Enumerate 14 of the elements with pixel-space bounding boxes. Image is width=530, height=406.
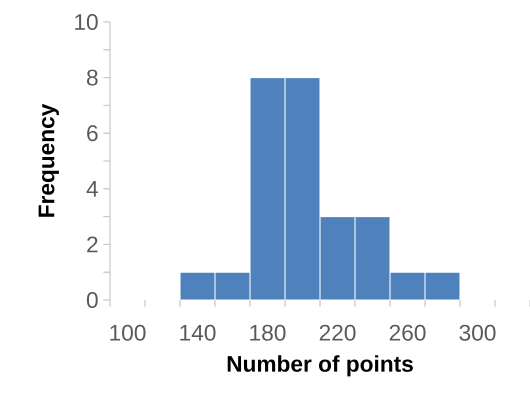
x-tick-label: 300 [459, 324, 496, 341]
y-tick-label: 0 [86, 292, 98, 308]
y-tick-label: 8 [87, 70, 98, 86]
y-tick-label: 4 [86, 180, 98, 197]
x-tick-label: 100 [110, 324, 146, 341]
x-axis-title: Number of points [228, 355, 413, 376]
y-tick-label: 10 [75, 14, 98, 30]
y-tick-label: 2 [87, 236, 98, 252]
y-tick-label: 6 [87, 125, 98, 142]
x-tick-label: 180 [250, 324, 286, 341]
y-axis-title: Frequency [38, 104, 59, 217]
x-tick-label: 220 [320, 324, 356, 341]
x-tick-label: 140 [180, 324, 216, 341]
x-tick-label: 260 [390, 324, 426, 341]
